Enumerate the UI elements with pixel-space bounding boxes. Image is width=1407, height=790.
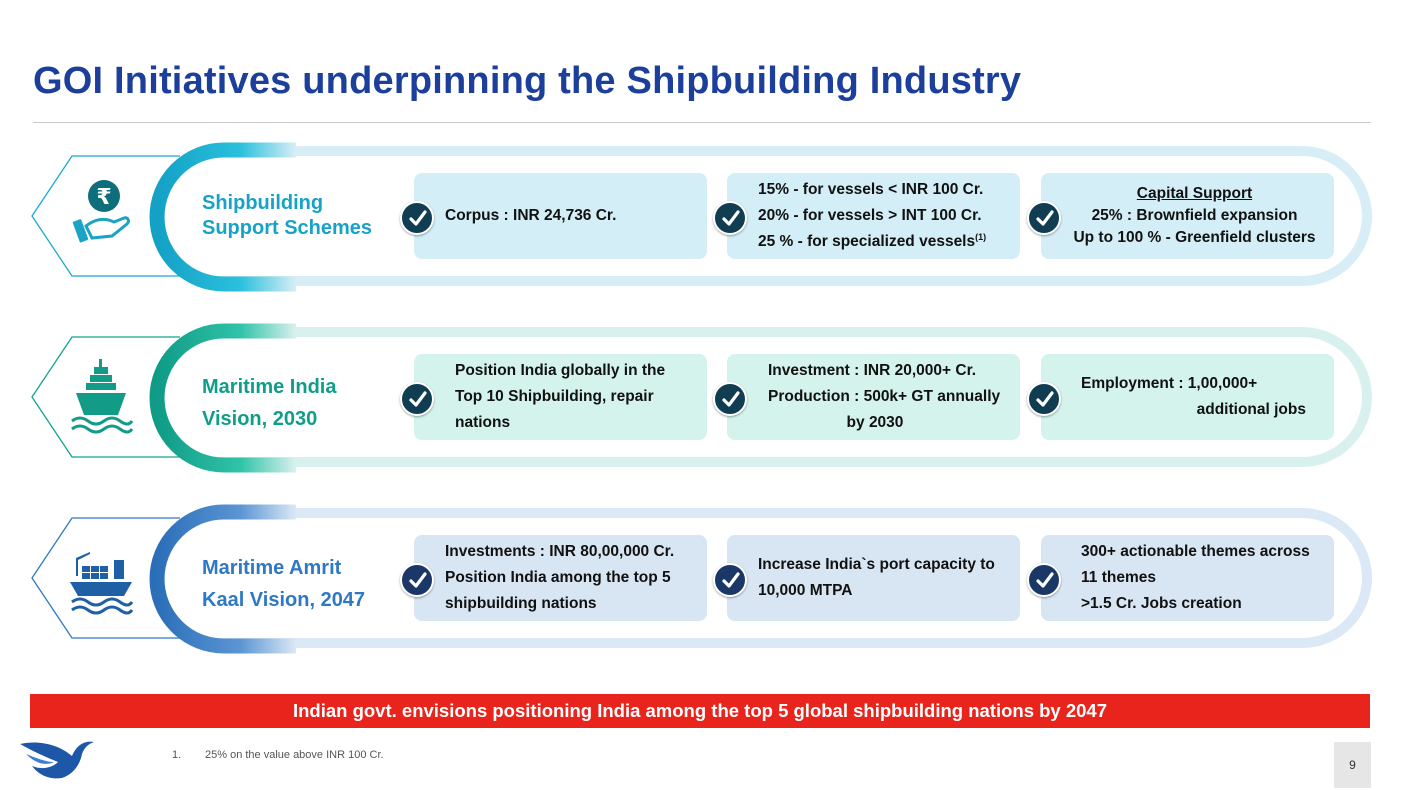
card-line: 25 % - for specialized vessels <box>758 233 976 250</box>
card-line: Investments : INR 80,00,000 Cr. <box>445 543 675 560</box>
card-line: Top 10 Shipbuilding, repair <box>455 388 654 405</box>
card-line: 15% - for vessels < INR 100 Cr. <box>758 181 984 198</box>
card-line: Corpus : INR 24,736 Cr. <box>445 207 617 224</box>
row-shipbuilding-support-schemes: ₹ Shipbuilding Support Schemes Corpus : … <box>0 142 1407 292</box>
card-line: Investment : INR 20,000+ Cr. <box>768 362 977 379</box>
card-line: 25% : Brownfield expansion <box>1091 207 1298 224</box>
info-card: Investment : INR 20,000+ Cr. Production … <box>713 354 1020 440</box>
checkmark-icon <box>1027 382 1061 416</box>
checkmark-icon <box>713 563 747 597</box>
card-line: 10,000 MTPA <box>758 582 853 599</box>
card-line: 300+ actionable themes across <box>1081 543 1310 560</box>
checkmark-icon <box>400 563 434 597</box>
card-line-with-footnote: 25 % - for specialized vessels(1) <box>758 229 1012 255</box>
accent-arc <box>149 323 296 473</box>
card-line: nations <box>455 414 511 431</box>
checkmark-icon <box>400 201 434 235</box>
card-line: Position India among the top 5 <box>445 569 671 586</box>
info-card: Increase India`s port capacity to 10,000… <box>713 535 1020 621</box>
card-text: Employment : 1,00,000+ additional jobs <box>1081 354 1306 440</box>
summary-banner: Indian govt. envisions positioning India… <box>30 694 1370 728</box>
chevron-outline <box>31 517 180 639</box>
page-number: 9 <box>1334 742 1371 788</box>
info-card: Investments : INR 80,00,000 Cr. Position… <box>400 535 707 621</box>
card-line: Position India globally in the <box>455 362 666 379</box>
card-line: Production : 500k+ GT annually <box>768 388 1001 405</box>
card-heading: Capital Support <box>1136 185 1253 202</box>
card-line: >1.5 Cr. Jobs creation <box>1081 595 1242 612</box>
card-text: Capital Support 25% : Brownfield expansi… <box>1063 173 1326 259</box>
checkmark-icon <box>1027 201 1061 235</box>
card-line: 20% - for vessels > INT 100 Cr. <box>758 207 982 224</box>
card-line: Increase India`s port capacity to <box>758 556 995 573</box>
checkmark-icon <box>713 201 747 235</box>
chevron-outline <box>31 155 180 277</box>
card-text: 300+ actionable themes across 11 themes … <box>1081 535 1326 621</box>
card-text: 15% - for vessels < INR 100 Cr. 20% - fo… <box>758 173 1012 259</box>
ship-waves-icon <box>71 359 134 434</box>
row-label-line2: Vision, 2030 <box>202 408 318 430</box>
info-card: Employment : 1,00,000+ additional jobs <box>1027 354 1334 440</box>
container-ship-icon <box>70 552 134 615</box>
info-card: 15% - for vessels < INR 100 Cr. 20% - fo… <box>713 173 1020 259</box>
row-label-line2: Support Schemes <box>202 217 373 239</box>
card-line: by 2030 <box>846 414 904 431</box>
svg-text:₹: ₹ <box>96 185 111 210</box>
row-maritime-india-vision-2030: Maritime India Vision, 2030 Position Ind… <box>0 323 1407 473</box>
footnote-number: 1. <box>172 749 182 761</box>
info-card: 300+ actionable themes across 11 themes … <box>1027 535 1334 621</box>
title-divider <box>33 122 1371 123</box>
accent-arc <box>149 142 296 292</box>
card-line: Up to 100 % - Greenfield clusters <box>1073 229 1316 246</box>
row-label: Shipbuilding Support Schemes <box>202 191 372 241</box>
footnote-text: 25% on the value above INR 100 Cr. <box>205 749 384 761</box>
card-text: Investments : INR 80,00,000 Cr. Position… <box>445 535 699 621</box>
row-label-line1: Shipbuilding <box>202 192 324 214</box>
footnote: 1. 25% on the value above INR 100 Cr. <box>172 749 384 761</box>
card-line: additional jobs <box>1196 401 1306 418</box>
card-line: shipbuilding nations <box>445 595 597 612</box>
card-text: Increase India`s port capacity to 10,000… <box>758 535 1012 621</box>
info-card: Corpus : INR 24,736 Cr. <box>400 173 707 259</box>
footnote-marker: (1) <box>975 231 987 242</box>
info-card: Capital Support 25% : Brownfield expansi… <box>1027 173 1334 259</box>
checkmark-icon <box>400 382 434 416</box>
info-card: Position India globally in the Top 10 Sh… <box>400 354 707 440</box>
card-line: Employment : 1,00,000+ <box>1081 375 1258 392</box>
card-text: Corpus : INR 24,736 Cr. <box>445 173 699 259</box>
page-title: GOI Initiatives underpinning the Shipbui… <box>33 60 1022 102</box>
card-text: Investment : INR 20,000+ Cr. Production … <box>768 354 1012 440</box>
card-text: Position India globally in the Top 10 Sh… <box>455 354 699 440</box>
card-line: 11 themes <box>1081 569 1156 586</box>
swan-logo-icon <box>20 741 94 779</box>
checkmark-icon <box>1027 563 1061 597</box>
row-label-line1: Maritime Amrit <box>202 557 342 579</box>
row-label-line1: Maritime India <box>202 376 337 398</box>
chevron-outline <box>31 336 180 458</box>
accent-arc <box>149 504 296 654</box>
row-label: Maritime India Vision, 2030 <box>202 371 336 435</box>
row-maritime-amrit-kaal-vision-2047: Maritime Amrit Kaal Vision, 2047 Investm… <box>0 504 1407 654</box>
rupee-hand-icon: ₹ <box>72 180 130 243</box>
checkmark-icon <box>713 382 747 416</box>
row-label-line2: Kaal Vision, 2047 <box>202 589 366 611</box>
row-label: Maritime Amrit Kaal Vision, 2047 <box>202 552 365 616</box>
